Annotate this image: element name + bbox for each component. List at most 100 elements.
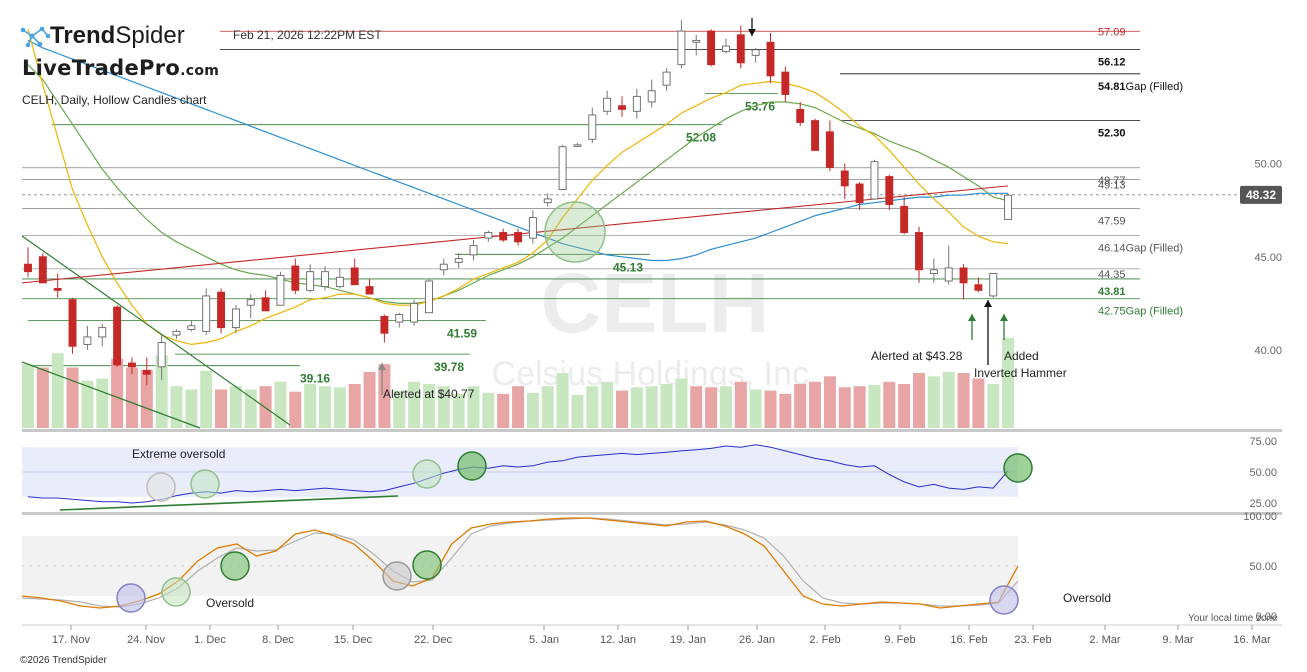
- support-label: 39.78: [434, 360, 464, 374]
- sma-short-line: [27, 29, 1009, 346]
- stoch-signal-circle: [220, 551, 250, 581]
- rsi-signal-circle: [146, 472, 176, 502]
- alert-arrow-1-head: [378, 363, 386, 370]
- level-label: 57.09: [1098, 26, 1126, 38]
- volume-bar: [140, 369, 153, 428]
- candle-body: [632, 95, 641, 112]
- volume-bar: [764, 390, 777, 428]
- stoch-signal-circle: [412, 550, 442, 580]
- stoch-level-label: 50.00: [1249, 561, 1277, 573]
- volume-bar: [660, 384, 673, 428]
- down-trendline: [21, 235, 291, 426]
- volume-bar: [36, 367, 49, 428]
- level-label: 46.14Gap (Filled): [1098, 242, 1183, 254]
- volume-bar: [482, 392, 495, 428]
- volume-bar: [512, 386, 525, 428]
- candle-body: [603, 97, 612, 112]
- candle-body: [796, 108, 805, 123]
- support-label: 45.13: [613, 260, 643, 274]
- support-label: 41.59: [447, 326, 477, 340]
- candle-body: [142, 370, 151, 375]
- x-tick-label: 16. Feb: [950, 634, 987, 646]
- stoch-level-label: 0.00: [1256, 611, 1277, 623]
- annotation-inverted-hammer: Inverted Hammer: [974, 366, 1067, 380]
- volume-bar: [883, 381, 896, 428]
- candle-body: [736, 34, 745, 64]
- volume-bar: [363, 371, 376, 428]
- x-tick-label: 16. Mar: [1233, 634, 1271, 646]
- volume-bar: [823, 376, 836, 428]
- rsi-signal-circle: [457, 451, 487, 481]
- volume-bar: [333, 387, 346, 428]
- level-suffix: Gap (Filled): [1126, 242, 1183, 254]
- trendspider-logo: TrendSpider: [20, 22, 185, 50]
- candle-body: [484, 232, 493, 239]
- panel-separator: [22, 429, 1282, 432]
- candle-body: [217, 291, 226, 329]
- volume-bar: [779, 393, 792, 428]
- volume-bar: [408, 381, 421, 428]
- candle-body: [439, 263, 448, 271]
- volume-bar: [244, 389, 257, 428]
- rsi-level-label: 25.00: [1249, 498, 1277, 510]
- volume-bar: [601, 381, 614, 428]
- chart-subtitle: CELH, Daily, Hollow Candles chart: [22, 93, 207, 107]
- candle-body: [246, 299, 255, 306]
- candle-body: [677, 30, 686, 66]
- volume-bar: [898, 384, 911, 428]
- volume-bar: [719, 386, 732, 428]
- candle-body: [900, 205, 909, 233]
- level-label: 56.12: [1098, 56, 1126, 68]
- volume-bar: [571, 395, 584, 428]
- volume-bar: [289, 391, 302, 428]
- volume-bar: [452, 393, 465, 428]
- candle-body: [543, 198, 552, 204]
- level-label: 43.81: [1098, 286, 1126, 298]
- y-tick-label: 40.00: [1254, 345, 1282, 357]
- candle-body: [469, 245, 478, 256]
- candle-body: [558, 146, 567, 191]
- level-label: 42.75Gap (Filled): [1098, 306, 1183, 318]
- candle-body: [825, 131, 834, 168]
- candle-body: [24, 263, 32, 273]
- volume-bar: [616, 390, 628, 428]
- volume-bar: [422, 384, 435, 428]
- stoch-signal-circle: [161, 577, 191, 607]
- candle-body: [231, 308, 240, 329]
- candle-body: [707, 30, 716, 66]
- y-tick-label: 45.00: [1254, 252, 1282, 264]
- x-tick-label: 26. Jan: [739, 634, 775, 646]
- candle-body: [885, 176, 894, 205]
- x-tick-label: 15. Dec: [334, 634, 372, 646]
- sma-mid-line: [27, 64, 1009, 304]
- stoch-level-label: 100.00: [1243, 511, 1277, 523]
- volume-bar: [987, 384, 1000, 428]
- support-label: 52.08: [686, 131, 716, 145]
- candle-body: [974, 284, 983, 291]
- volume-bar: [170, 386, 183, 428]
- rsi-line: [27, 444, 1009, 504]
- x-tick-label: 23. Feb: [1014, 634, 1051, 646]
- local-time-label: Your local time zone: [1188, 613, 1278, 624]
- x-tick-label: 17. Nov: [52, 634, 90, 646]
- breakout-highlight: [544, 201, 606, 263]
- volume-bar: [111, 358, 124, 428]
- volume-bar: [749, 389, 762, 428]
- candle-body: [127, 362, 136, 368]
- volume-bar: [556, 373, 569, 428]
- candle-body: [291, 265, 300, 291]
- x-tick-label: 9. Feb: [884, 634, 915, 646]
- candle-body: [588, 114, 597, 140]
- annotation-extreme-oversold: Extreme oversold: [132, 447, 225, 461]
- x-tick-label: 24. Nov: [127, 634, 165, 646]
- x-tick-label: 5. Jan: [529, 634, 559, 646]
- volume-bar: [526, 392, 539, 428]
- candle-body: [321, 271, 329, 288]
- volume-bar: [586, 386, 599, 428]
- candle-body: [944, 267, 953, 282]
- volume-bar: [630, 387, 643, 428]
- rsi-divergence-line: [59, 495, 399, 511]
- candle-body: [870, 161, 879, 200]
- x-tick-label: 19. Jan: [670, 634, 706, 646]
